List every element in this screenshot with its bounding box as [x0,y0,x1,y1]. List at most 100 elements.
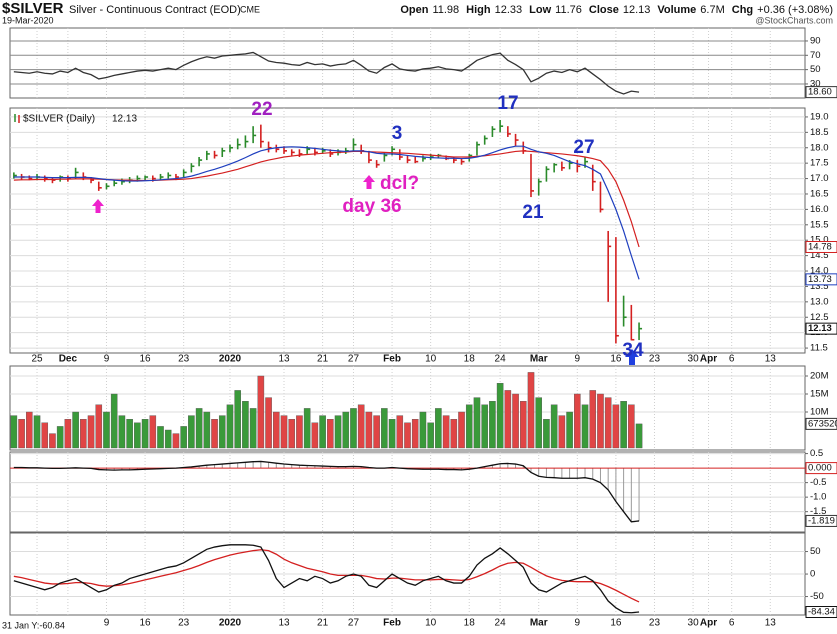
symbol: $SILVER [2,0,64,17]
quote-label: High [466,4,491,16]
y-tick-label: 18.5 [810,127,829,138]
instrument-name: Silver - Continuous Contract (EOD) [69,4,241,16]
annotation: 27 [573,137,594,158]
y-tick-label: 30 [810,78,821,89]
y-tick-label: 15M [810,389,829,400]
value-box [805,322,837,335]
volume-bar [620,401,627,449]
volume-bar [41,422,49,449]
volume-bar [234,390,241,449]
indicator-line [13,460,640,523]
annotation: 22 [251,99,272,120]
x-tick-label: 23 [178,354,190,365]
x-tick-label: 16 [140,618,152,629]
volume-bar [95,404,103,449]
y-tick-label: -0.5 [810,477,826,488]
volume-bar [381,408,388,449]
volume-bar [458,411,465,449]
x-tick-label: 30 [688,618,700,629]
x-tick-label: 27 [348,354,360,365]
annotation: 34 [622,340,644,361]
x-tick-label: 9 [575,354,581,365]
x-tick-label: 6 [729,618,735,629]
quote-label: Open [400,4,428,16]
volume-bar [465,404,473,449]
volume-bar [435,408,442,449]
x-tick-label: 27 [348,618,360,629]
volume-bar [411,419,419,449]
volume-bar [512,393,519,449]
volume-bar [218,415,226,449]
volume-bar [334,415,342,449]
quote-value: 6.7M [700,4,724,16]
x-tick-label: 10 [425,354,437,365]
volume-bar [288,419,296,449]
volume-bar [80,419,87,449]
volume-bar [473,397,481,449]
volume-bar [272,411,280,449]
volume-bar [242,401,249,449]
legend-value: 12.13 [112,114,137,125]
x-tick-label: 13 [278,354,290,365]
volume-bar [357,404,365,449]
volume-bar [327,419,334,449]
x-tick-label: 18 [464,618,476,629]
volume-bar [481,404,488,449]
y-tick-label: -1.0 [810,492,826,503]
volume-bar [103,411,110,449]
annotation: 17 [497,93,518,114]
quote-value: 12.33 [495,4,523,16]
volume-bar [311,422,319,449]
panel-frame [9,27,806,99]
x-tick-label: 16 [140,354,152,365]
moving-average [13,145,640,280]
y-tick-label: 12.5 [810,312,829,323]
volume-bar [442,415,450,449]
arrow-up [363,175,375,189]
volume-bar [226,404,234,449]
value-box-label: -1.819 [808,515,835,526]
y-tick-label: 14.5 [810,250,829,261]
volume-bar [195,408,203,449]
line [13,51,640,95]
y-tick-label: -50 [810,591,824,602]
line [13,549,640,603]
volume-bar [134,422,141,449]
value-box-label: -84.34 [808,607,835,618]
quote-value: 11.98 [432,4,459,16]
volume-bar [396,415,404,449]
quote-value: 11.76 [555,4,582,16]
x-tick-label: 25 [31,354,43,365]
volume-bar [110,393,118,449]
volume-bar [319,415,326,449]
x-tick-label: 23 [649,618,661,629]
x-tick-label: 2020 [219,354,242,365]
annotation: 3 [392,123,403,144]
quote-label: Chg [732,4,753,16]
volume-bar [141,419,149,449]
y-tick-label: 17.0 [810,173,829,184]
volume-bar [26,411,33,449]
x-tick-label: 13 [765,354,777,365]
volume-bar [10,415,18,449]
value-box [805,606,837,619]
y-tick-label: 50 [810,546,821,557]
y-tick-label: 20M [810,371,829,382]
y-tick-label: 14.0 [810,266,829,277]
value-box [805,86,837,99]
y-tick-label: 11.5 [810,343,828,354]
y-tick-label: 16.5 [810,188,829,199]
volume-bar [303,408,311,449]
volume-bar [296,415,303,449]
y-tick-label: 0.5 [810,448,823,459]
volume-bar [504,390,512,449]
x-tick-label: 21 [317,618,329,629]
y-tick-label: 50 [810,64,821,75]
volume-bar [280,415,288,449]
value-box-label: 14.78 [808,242,832,253]
volume-bar [404,422,411,449]
volume-bar [635,423,643,449]
volume-bar [581,404,589,449]
volume-bar [118,415,126,449]
x-tick-label: 10 [425,618,437,629]
